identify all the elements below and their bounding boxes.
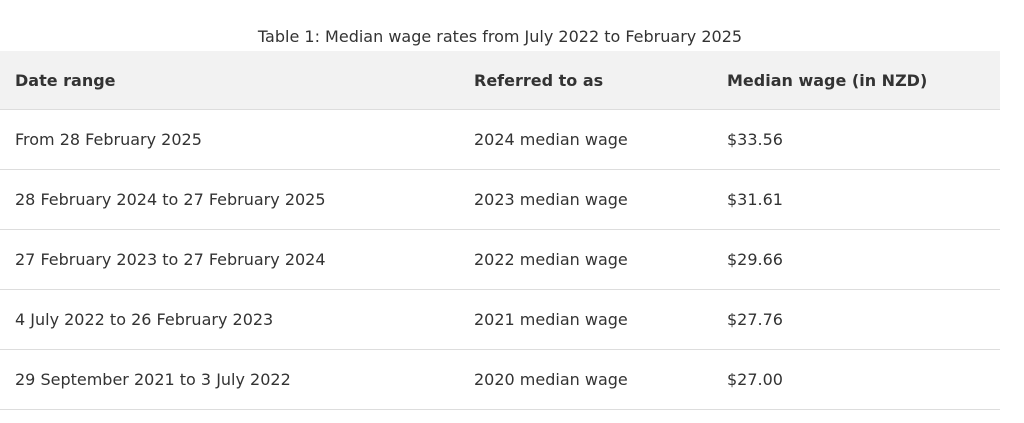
table-caption: Table 1: Median wage rates from July 202…	[257, 27, 743, 46]
table-cell: 27 February 2023 to 27 February 2024	[0, 229, 459, 290]
table-cell: 2020 median wage	[459, 349, 712, 410]
table-row: 29 September 2021 to 3 July 2022 2020 med…	[0, 349, 1000, 410]
wage-table: Date range Referred to as Median wage (in …	[0, 51, 1000, 410]
table-cell: 29 September 2021 to 3 July 2022	[0, 349, 459, 410]
table-cell: From 28 February 2025	[0, 109, 459, 170]
table-body: From 28 February 2025 2024 median wage $33…	[0, 109, 1000, 410]
table-cell: $29.66	[712, 229, 1000, 290]
table-row: From 28 February 2025 2024 median wage $33…	[0, 109, 1000, 170]
table-cell: $27.76	[712, 289, 1000, 350]
table-cell: 2021 median wage	[459, 289, 712, 350]
table-row: 4 July 2022 to 26 February 2023 2021 medi…	[0, 289, 1000, 350]
header-cell: Median wage (in NZD)	[712, 51, 1000, 110]
header-cell: Date range	[0, 51, 459, 110]
table-cell: $27.00	[712, 349, 1000, 410]
table-cell: 2024 median wage	[459, 109, 712, 170]
header-cell: Referred to as	[459, 51, 712, 110]
table-row: 28 February 2024 to 27 February 2025 2023…	[0, 169, 1000, 230]
table-cell: 4 July 2022 to 26 February 2023	[0, 289, 459, 350]
table-cell: $33.56	[712, 109, 1000, 170]
header-row: Date range Referred to as Median wage (in …	[0, 51, 1000, 110]
table-cell: 28 February 2024 to 27 February 2025	[0, 169, 459, 230]
table-cell: $31.61	[712, 169, 1000, 230]
table-cell: 2022 median wage	[459, 229, 712, 290]
table-cell: 2023 median wage	[459, 169, 712, 230]
table-row: 27 February 2023 to 27 February 2024 2022…	[0, 229, 1000, 290]
